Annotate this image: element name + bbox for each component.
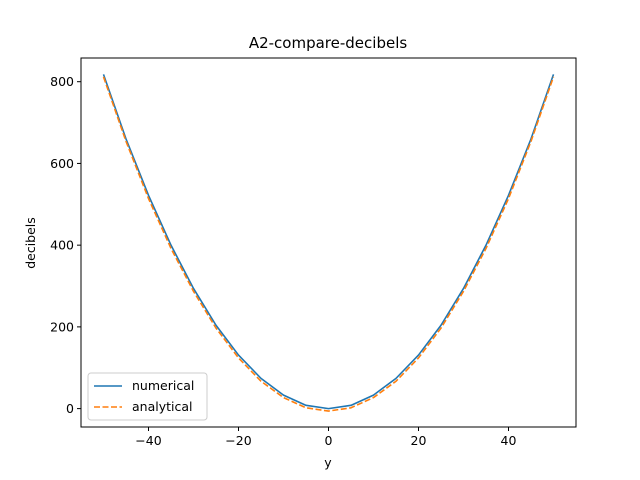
legend-box	[87, 372, 208, 421]
x-tick-label: 0	[325, 433, 333, 448]
y-axis-ticks: 0 200 400 600 800	[50, 74, 81, 416]
series-line-numerical	[102, 74, 555, 410]
y-tick-label: 0	[66, 401, 74, 416]
x-tick-label: 20	[411, 433, 427, 448]
chart-title: A2-compare-decibels	[249, 34, 408, 52]
x-tick-label: −20	[225, 433, 251, 448]
x-tick-label: −40	[135, 433, 161, 448]
x-axis-label: y	[324, 455, 332, 470]
x-tick-label: 40	[501, 433, 517, 448]
x-axis-ticks: −40 −20 0 20 40	[135, 427, 516, 448]
y-tick-label: 200	[50, 319, 74, 334]
y-tick-label: 400	[50, 238, 74, 253]
y-axis-label: decibels	[23, 217, 38, 269]
axes-frame	[80, 57, 577, 428]
y-tick-label: 800	[50, 74, 74, 89]
legend-label-analytical: analytical	[132, 399, 193, 414]
legend-label-numerical: numerical	[132, 378, 194, 393]
y-tick-label: 600	[50, 156, 74, 171]
series-line-analytical	[102, 76, 555, 412]
legend: numerical analytical	[87, 372, 208, 421]
plot-area	[102, 74, 555, 412]
